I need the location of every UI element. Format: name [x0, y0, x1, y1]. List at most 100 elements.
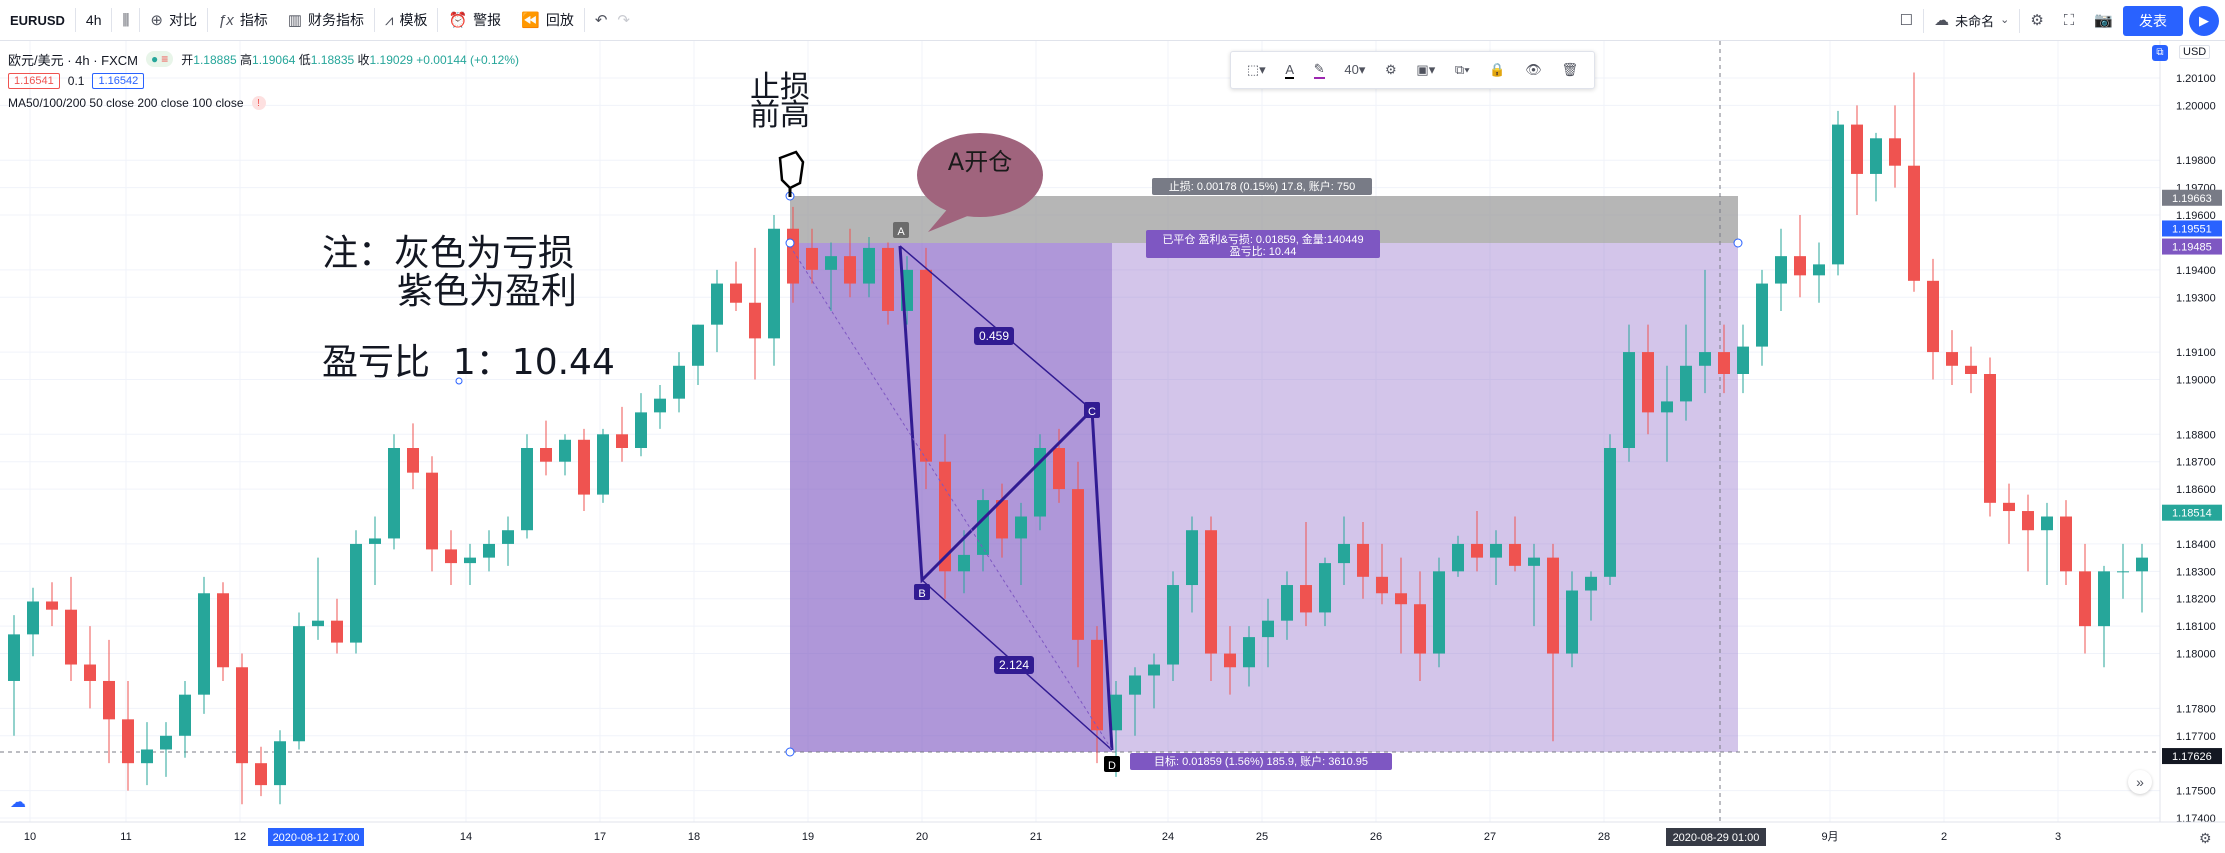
entry-price-tag-2	[2162, 238, 2222, 255]
play-button[interactable]: ▶	[2189, 5, 2219, 36]
indicators-label: 指标	[239, 12, 268, 28]
close-label: 收	[357, 52, 370, 67]
candle-body	[1623, 352, 1635, 448]
harmonic-pattern[interactable]: A B C D 0.459 2.124	[789, 222, 1120, 772]
line-style-button[interactable]: ⬚▾	[1246, 62, 1266, 77]
lock-icon[interactable]: 🔒	[1489, 62, 1506, 77]
candle-body	[65, 609, 77, 665]
time-tick-label: 28	[1598, 831, 1610, 843]
stop-annotation-line1: 止损	[750, 70, 810, 105]
handle[interactable]	[785, 747, 795, 757]
templates-label: 模板	[399, 12, 428, 28]
crosshair-date-box	[268, 828, 364, 846]
compare-button[interactable]: ⊕ 对比	[140, 0, 207, 41]
stop-price-tag	[2162, 189, 2222, 206]
time-tick-label: 11	[120, 831, 131, 843]
template-icon[interactable]: ▣▾	[1416, 62, 1436, 77]
templates-button[interactable]: ⩘ 模板	[375, 0, 437, 41]
position-zones	[0, 41, 2160, 822]
price-chart[interactable]: A B C D 0.459 2.124 止损: 0.00178 (0.15%) …	[0, 41, 2225, 853]
handle[interactable]	[1733, 238, 1743, 248]
price-tick-label: 1.18300	[2176, 566, 2216, 578]
candle-body	[8, 634, 20, 681]
chevron-down-icon: ⌄	[2000, 14, 2010, 26]
clone-icon[interactable]: ⧉▾	[1454, 62, 1470, 77]
candle-body	[1870, 138, 1882, 174]
interval-button[interactable]: 4h	[76, 0, 112, 41]
fullscreen-button[interactable]: ⛶	[2054, 0, 2085, 41]
undo-icon: ↶	[594, 11, 608, 29]
candle-body	[350, 543, 362, 643]
function-icon: ƒx	[217, 11, 234, 29]
alert-button[interactable]: ⏰ 警报	[438, 0, 511, 41]
eye-icon[interactable]: 👁	[1525, 62, 1542, 77]
speech-bubble[interactable]: A开仓	[917, 133, 1043, 232]
axis-settings-icon[interactable]: ⚙	[2199, 830, 2212, 846]
settings-icon[interactable]: ⚙	[1385, 62, 1397, 77]
candle-body	[198, 593, 210, 695]
symbol-title[interactable]: 欧元/美元 · 4h · FXCM	[8, 52, 139, 68]
pencil-color-button[interactable]: ✎	[1313, 61, 1325, 79]
redo-button[interactable]: ↷	[617, 0, 640, 41]
publish-button[interactable]: 发表	[2123, 5, 2183, 36]
candle-body	[46, 601, 58, 610]
pointing-hand	[778, 150, 805, 197]
ma-indicator-label[interactable]: MA50/100/200 50 close 200 close 100 clos…	[8, 96, 244, 110]
currency-label[interactable]: USD	[2179, 45, 2211, 59]
pattern-point-d-label: D	[1108, 760, 1116, 772]
candle-body	[1661, 401, 1673, 413]
pattern-point-c-label: C	[1088, 406, 1096, 418]
candle-body	[1927, 280, 1939, 353]
logo-icon: ☁	[10, 794, 26, 811]
bid-button[interactable]: 1.16541	[8, 73, 60, 89]
font-size-value: 40	[1344, 62, 1359, 77]
cloud-icon: ☁	[1934, 12, 1950, 29]
price-axis[interactable]: 1.201001.200001.198001.197001.196001.194…	[2159, 41, 2225, 827]
candle-body	[1357, 543, 1369, 577]
candle-body	[2098, 571, 2110, 627]
error-icon[interactable]: !	[251, 96, 266, 110]
candle-body	[768, 228, 780, 339]
candle-body	[1509, 543, 1521, 566]
auto-scale-icon[interactable]: ⧉	[2152, 45, 2168, 61]
symbol-search[interactable]: EURUSD	[0, 0, 75, 41]
replay-button[interactable]: ⏪ 回放	[511, 0, 584, 41]
rewind-icon: ⏪	[521, 11, 540, 29]
chart-type-button[interactable]: ⫼	[112, 0, 139, 41]
layout-toggle-button[interactable]: ☐	[1890, 0, 1923, 41]
time-axis[interactable]: 10 11 12 14 17 18 19 20 21 24 25 26 27 28 9月 2 3 2020-08-…	[0, 821, 2225, 853]
pattern-dotted-line	[789, 245, 1113, 751]
candle-body	[1129, 675, 1141, 695]
layout-name-button[interactable]: ☁ 未命名 ⌄	[1924, 0, 2019, 41]
settings-button[interactable]: ⚙	[2020, 0, 2053, 41]
candle-body	[1224, 653, 1236, 668]
handle[interactable]	[455, 377, 463, 385]
bar-chart-icon: ▥	[287, 11, 302, 29]
scroll-right-icon[interactable]: »	[2128, 770, 2152, 794]
target-price-tag	[2162, 748, 2222, 765]
low-label: 低	[298, 52, 311, 67]
note-loss[interactable]: 注：灰色为亏损	[322, 233, 575, 274]
candle-body	[749, 302, 761, 339]
font-size-select[interactable]: 40▾	[1344, 62, 1366, 77]
candle-body	[274, 741, 286, 786]
handle[interactable]	[785, 238, 795, 248]
trash-icon[interactable]: 🗑	[1561, 62, 1578, 77]
financials-button[interactable]: ▥ 财务指标	[278, 0, 374, 41]
note-ratio[interactable]: 盈亏比 1：10.44	[322, 342, 615, 383]
candle-body	[1205, 530, 1217, 654]
note-profit[interactable]: 紫色为盈利	[397, 271, 578, 312]
status-dot-group: ● ≡	[146, 51, 174, 67]
ask-button[interactable]: 1.16542	[92, 73, 145, 89]
text-color-button[interactable]: A	[1285, 61, 1295, 79]
redo-icon: ↷	[617, 11, 630, 29]
candle-body	[236, 667, 248, 764]
snapshot-button[interactable]: 📷	[2084, 0, 2123, 41]
price-tick-label: 1.19300	[2176, 292, 2216, 304]
divider	[111, 8, 113, 32]
stop-annotation[interactable]: 止损 前高	[750, 70, 810, 131]
indicators-button[interactable]: ƒx 指标	[208, 0, 278, 41]
undo-button[interactable]: ↶	[585, 0, 618, 41]
profit-zone-extended[interactable]	[1112, 243, 1738, 752]
legend-main-row: 欧元/美元 · 4h · FXCM ● ≡ 开1.18885 高1.19064 低…	[8, 48, 519, 70]
